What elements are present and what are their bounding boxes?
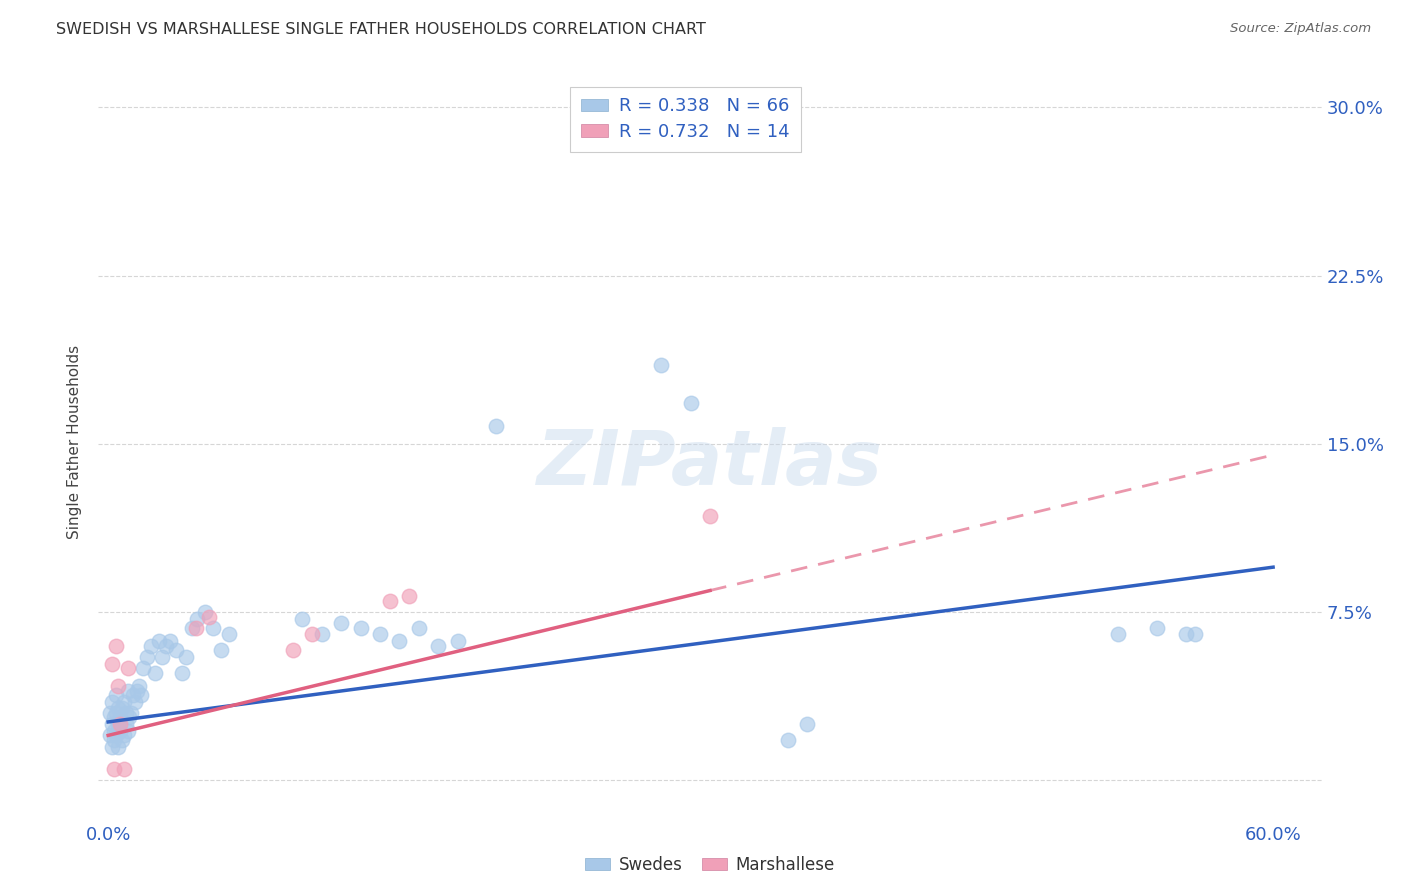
- Point: [148, 634, 170, 648]
- Point: [112, 762, 135, 776]
- Point: [107, 739, 129, 754]
- Point: [111, 701, 134, 715]
- Point: [152, 649, 174, 664]
- Point: [104, 688, 127, 702]
- Point: [122, 688, 145, 702]
- Point: [128, 679, 150, 693]
- Point: [699, 508, 721, 523]
- Point: [111, 732, 134, 747]
- Point: [281, 643, 304, 657]
- Point: [103, 762, 125, 776]
- Point: [184, 621, 207, 635]
- Point: [136, 649, 159, 664]
- Point: [117, 661, 139, 675]
- Point: [174, 649, 197, 664]
- Point: [101, 657, 124, 671]
- Point: [209, 643, 232, 657]
- Point: [388, 634, 411, 648]
- Point: [301, 627, 323, 641]
- Y-axis label: Single Father Households: Single Father Households: [67, 344, 83, 539]
- Legend: Swedes, Marshallese: Swedes, Marshallese: [578, 849, 842, 880]
- Point: [120, 706, 142, 720]
- Point: [170, 665, 193, 680]
- Point: [159, 634, 181, 648]
- Point: [143, 665, 166, 680]
- Point: [103, 732, 125, 747]
- Point: [796, 717, 818, 731]
- Point: [108, 723, 131, 738]
- Point: [127, 683, 149, 698]
- Point: [114, 717, 136, 731]
- Point: [112, 728, 135, 742]
- Point: [139, 639, 162, 653]
- Point: [98, 706, 121, 720]
- Point: [1184, 627, 1206, 641]
- Text: Source: ZipAtlas.com: Source: ZipAtlas.com: [1230, 22, 1371, 36]
- Text: ZIPatlas: ZIPatlas: [537, 427, 883, 501]
- Point: [1146, 621, 1168, 635]
- Point: [101, 739, 124, 754]
- Point: [117, 683, 139, 698]
- Point: [118, 710, 141, 724]
- Point: [107, 679, 129, 693]
- Point: [291, 612, 314, 626]
- Point: [107, 717, 129, 731]
- Point: [108, 710, 131, 724]
- Point: [117, 723, 139, 738]
- Point: [679, 396, 702, 410]
- Point: [408, 621, 430, 635]
- Point: [201, 621, 224, 635]
- Point: [103, 710, 125, 724]
- Point: [378, 594, 401, 608]
- Point: [104, 728, 127, 742]
- Point: [98, 728, 121, 742]
- Point: [129, 688, 152, 702]
- Text: SWEDISH VS MARSHALLESE SINGLE FATHER HOUSEHOLDS CORRELATION CHART: SWEDISH VS MARSHALLESE SINGLE FATHER HOU…: [56, 22, 706, 37]
- Point: [101, 717, 124, 731]
- Point: [485, 418, 508, 433]
- Point: [186, 612, 208, 626]
- Point: [104, 639, 127, 653]
- Point: [311, 627, 333, 641]
- Point: [1107, 627, 1129, 641]
- Point: [194, 605, 217, 619]
- Point: [330, 616, 353, 631]
- Point: [101, 695, 124, 709]
- Point: [112, 695, 135, 709]
- Point: [650, 358, 672, 372]
- Point: [368, 627, 391, 641]
- Point: [198, 609, 221, 624]
- Point: [114, 706, 136, 720]
- Point: [446, 634, 468, 648]
- Point: [155, 639, 177, 653]
- Point: [103, 723, 125, 738]
- Point: [398, 590, 420, 604]
- Point: [349, 621, 371, 635]
- Point: [776, 732, 799, 747]
- Point: [132, 661, 155, 675]
- Point: [108, 717, 131, 731]
- Point: [180, 621, 202, 635]
- Point: [165, 643, 187, 657]
- Point: [107, 701, 129, 715]
- Point: [124, 695, 146, 709]
- Point: [1174, 627, 1197, 641]
- Point: [427, 639, 450, 653]
- Point: [104, 706, 127, 720]
- Point: [218, 627, 240, 641]
